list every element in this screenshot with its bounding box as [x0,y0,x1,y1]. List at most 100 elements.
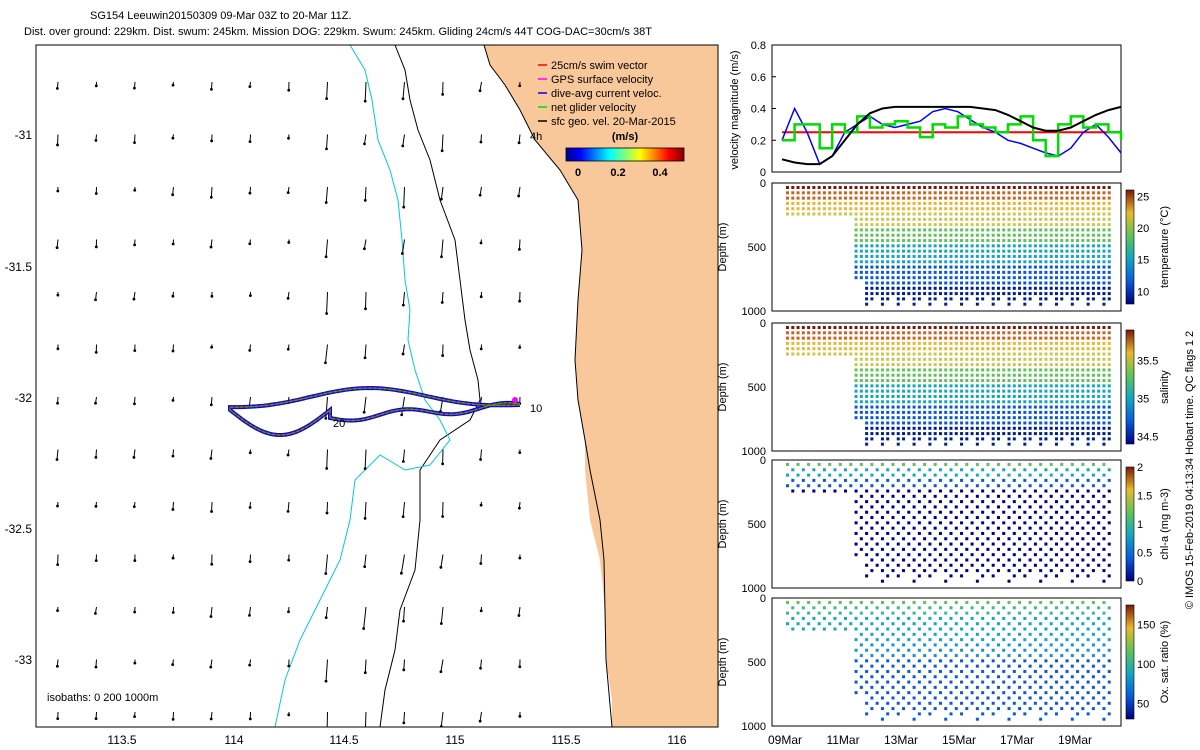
profile-sample [928,627,932,631]
profile-sample [923,516,927,520]
geo-arrow-head [518,346,522,349]
profile-sample [812,212,816,216]
profile-sample [896,286,900,290]
profile-sample [886,531,890,535]
profile-sample [854,223,858,227]
geo-arrow-head [324,201,328,204]
profile-sample [1002,616,1006,620]
profile-sample [1039,696,1043,700]
profile-sample [1023,286,1027,290]
geo-arrow-head [441,354,445,357]
profile-sample [870,537,874,541]
profile-sample [1033,691,1037,695]
profile-sample [1028,664,1032,668]
profile-sample [859,207,863,211]
profile-sample [1044,410,1048,414]
profile-sample [933,207,937,211]
profile-sample [960,254,964,258]
profile-sample [912,601,916,604]
geo-arrow [364,81,367,102]
profile-sample [970,563,974,567]
profile-sample [844,186,848,189]
profile-sample [907,212,911,216]
profile-sample [938,500,942,504]
geo-arrow-head [518,556,522,560]
profile-sample [807,352,811,356]
profile-sample [828,201,832,205]
profile-sample [1049,191,1053,195]
profile-sample [928,336,932,340]
profile-sample [886,196,890,200]
profile-sample [1070,265,1074,269]
profile-sample [912,400,916,404]
profile-sample [917,521,921,525]
profile-sample [1023,276,1027,280]
profile-sample [960,563,964,567]
profile-sample [1049,463,1053,466]
profile-sample [1097,394,1101,398]
profile-sample [865,326,869,329]
profile-sample [880,336,884,340]
profile-sample [1070,405,1074,409]
profile-sample [907,553,911,557]
profile-sample [896,357,900,361]
profile-sample [880,632,884,636]
profile-sample [1049,537,1053,541]
profile-sample [928,352,932,356]
profile-sample [880,201,884,205]
profile-sample [886,212,890,216]
profile-sample [1012,389,1016,393]
profile-sample [865,680,869,684]
profile-sample [981,489,985,493]
profile-sample [933,410,937,414]
profile-sample [970,553,974,557]
profile-sample [933,384,937,388]
profile-sample [912,265,916,269]
profile-sample [928,648,932,652]
profile-sample [886,500,890,504]
profile-sample [907,531,911,535]
time-tick-15Mar: 15Mar [942,733,976,747]
profile-sample [944,416,948,420]
profile-sample [1086,531,1090,535]
profile-sample [865,616,869,620]
profile-sample [954,416,958,420]
profile-sample [933,186,937,189]
profile-sample [1102,326,1106,329]
profile-sample [970,510,974,514]
profile-sample [960,553,964,557]
profile-sample [1081,368,1085,372]
profile-sample [1018,675,1022,679]
profile-sample [1091,201,1095,205]
geo-arrow-head [441,92,445,96]
profile-sample [907,368,911,372]
profile-sample [1028,341,1032,345]
profile-sample [1012,233,1016,237]
profile-sample [880,384,884,388]
profile-sample [1028,244,1032,248]
profile-sample [1033,254,1037,258]
profile-sample [917,363,921,367]
profile-sample [986,696,990,700]
profile-sample [1070,363,1074,367]
profile-sample [891,281,895,285]
profile-sample [1012,254,1016,258]
profile-sample [996,379,1000,383]
profile-sample [1033,286,1037,290]
profile-sample [1076,437,1080,441]
profile-sample [896,437,900,441]
profile-sample [912,389,916,393]
profile-sample [917,326,921,329]
profile-sample [928,196,932,200]
profile-sample [1070,394,1074,398]
profile-sample [870,547,874,551]
profile-sample [854,270,858,274]
profile-sample [917,416,921,420]
profile-sample [965,473,969,477]
profile-sample [1065,265,1069,269]
profile-sample [970,347,974,351]
profile-sample [902,212,906,216]
profile-sample [865,336,869,340]
